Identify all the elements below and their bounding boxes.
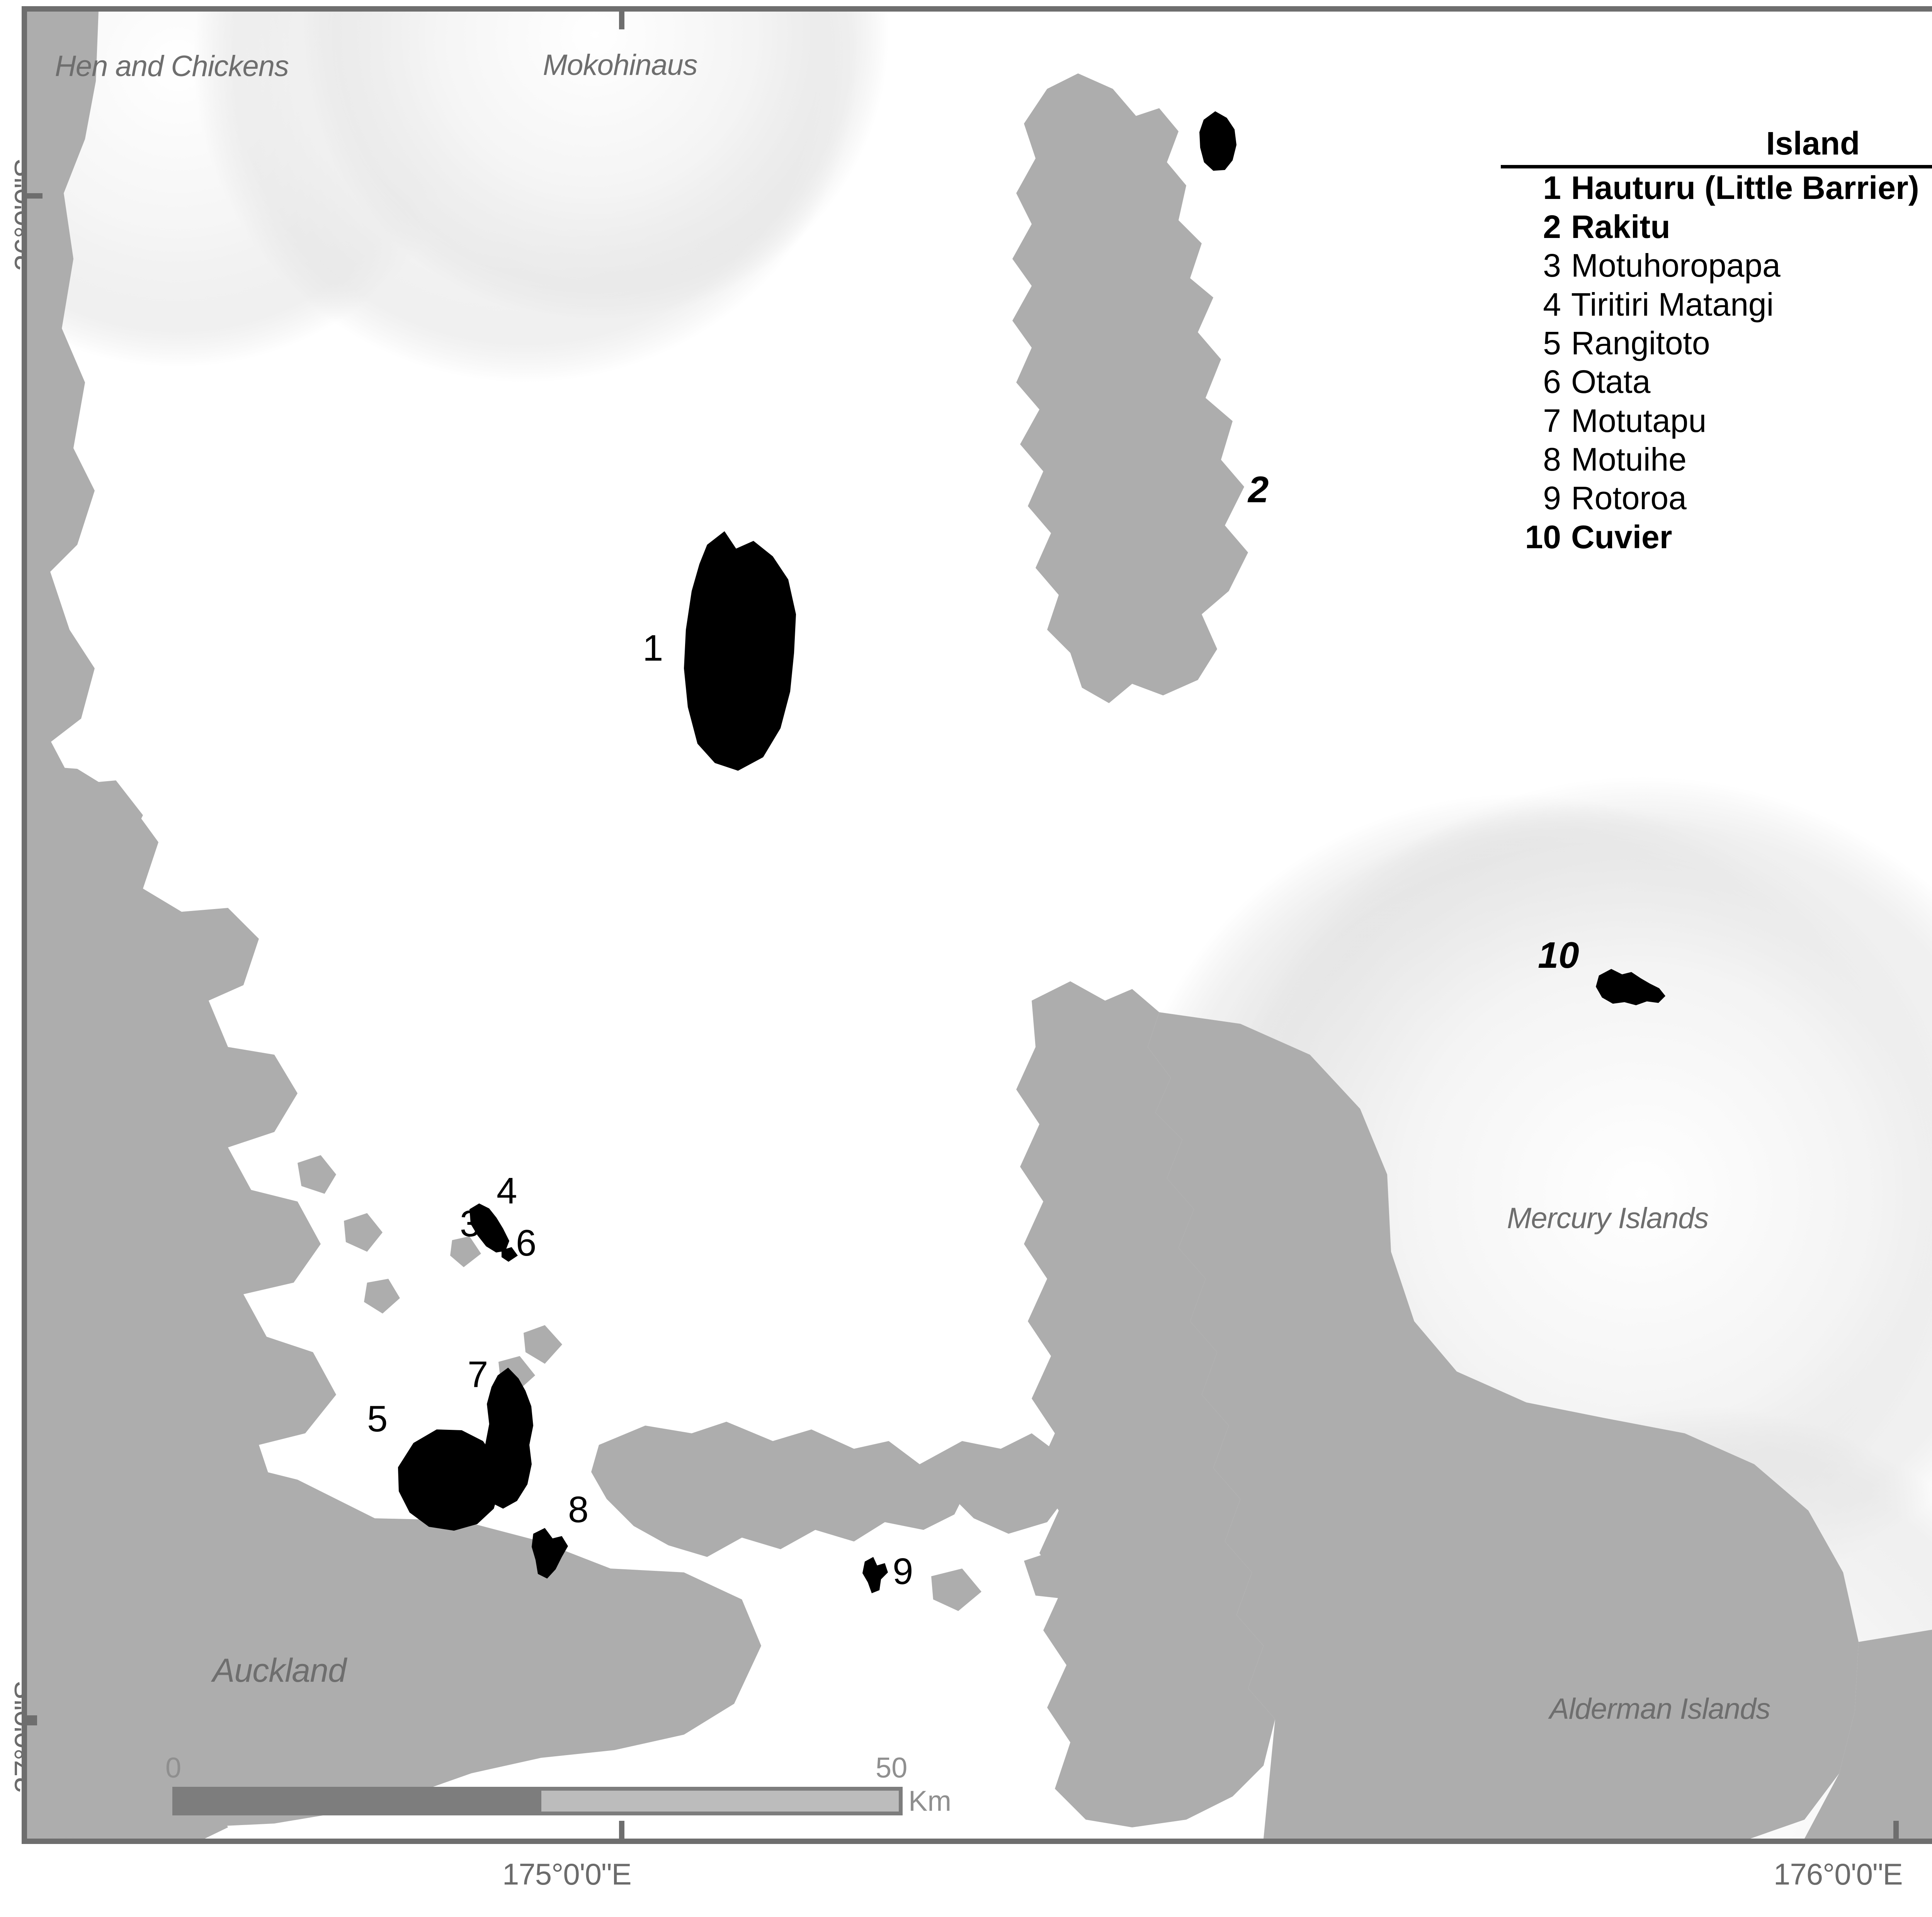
table-row[interactable]: 7Motutapu1558.652.01 xyxy=(1501,401,1932,440)
island-marker-10[interactable]: 10 xyxy=(1538,935,1579,976)
table-cell-rank: 1 xyxy=(1543,170,1561,206)
table-cell-rank: 9 xyxy=(1543,480,1561,517)
table-cell-rank: 5 xyxy=(1543,325,1561,361)
table-cell-island: Cuvier xyxy=(1571,518,1672,555)
table-cell-island: Rakitu xyxy=(1571,208,1670,245)
target-islands-layer xyxy=(398,111,1665,1593)
table-cell-rank: 2 xyxy=(1543,208,1561,245)
island-marker-9[interactable]: 9 xyxy=(893,1551,913,1592)
table-cell-island: Rotoroa xyxy=(1571,480,1687,517)
inner-islands-layer xyxy=(450,1236,1086,1611)
table-row[interactable]: 5Rangitoto2325.752.21 xyxy=(1501,324,1932,362)
graticule-tick-left-37s xyxy=(27,1715,37,1725)
graticule-tick-left-36s xyxy=(27,193,43,199)
table-cell-island: Tiritiri Matangi xyxy=(1571,286,1774,323)
scale-bar-segment-dark xyxy=(172,1787,537,1815)
table-header-row: Island Area (ha) Years since eradication… xyxy=(1501,48,1932,169)
place-label-auckland: Auckland xyxy=(213,1652,347,1689)
place-label-hen-and-chickens: Hen and Chickens xyxy=(55,50,289,83)
table-row[interactable]: 9Rotoroa89.2211.92 xyxy=(1501,479,1932,517)
landmass-layer xyxy=(27,12,1932,1839)
table-cell-rank: 7 xyxy=(1543,402,1561,439)
table-cell-rank: 8 xyxy=(1543,441,1561,478)
island-marker-6[interactable]: 6 xyxy=(516,1222,537,1264)
table-header-island: Island xyxy=(1501,48,1932,169)
island-marker-8[interactable]: 8 xyxy=(568,1489,589,1530)
map-canvas[interactable]: Hen and Chickens Mokohinaus Mercury Isla… xyxy=(27,12,1932,1839)
place-label-alderman-islands: Alderman Islands xyxy=(1549,1693,1770,1725)
table-cell-island: Motutapu xyxy=(1571,402,1707,439)
table-cell-island: Motuihe xyxy=(1571,441,1687,478)
scale-bar: 0 50 Km xyxy=(165,1752,951,1817)
table-row[interactable]: 8Motuihe180.591.98 xyxy=(1501,440,1932,479)
scale-bar-max: 50 xyxy=(876,1752,908,1784)
island-marker-5[interactable]: 5 xyxy=(367,1398,388,1439)
table-row[interactable]: 10Cuvier169.3241.49 xyxy=(1501,518,1932,556)
table-row[interactable]: 3Motuhoropapa8.6502.92 xyxy=(1501,246,1932,285)
scale-bar-unit: Km xyxy=(908,1785,951,1817)
graticule-tick-bottom-176e xyxy=(1893,1821,1899,1839)
table-cell-island: Otata xyxy=(1571,364,1651,400)
table-cell-island: Hauturu (Little Barrier) xyxy=(1571,170,1919,206)
island-marker-4[interactable]: 4 xyxy=(497,1170,517,1212)
table-row[interactable]: 2Rakitu312.302.97 xyxy=(1501,207,1932,246)
table-cell-rank: 4 xyxy=(1543,286,1561,323)
map-frame: Hen and Chickens Mokohinaus Mercury Isla… xyxy=(22,6,1932,1844)
scale-bar-segment-light xyxy=(537,1787,903,1815)
table-cell-rank: 10 xyxy=(1525,518,1561,555)
island-marker-7[interactable]: 7 xyxy=(468,1354,488,1395)
graticule-tick-top-175e xyxy=(619,12,624,29)
island-marker-2[interactable]: 2 xyxy=(1248,469,1269,510)
island-marker-3[interactable]: 3 xyxy=(460,1203,481,1244)
graticule-tick-bottom-175e xyxy=(619,1821,624,1839)
island-ranking-table-container: Island Area (ha) Years since eradication… xyxy=(1501,48,1932,556)
table-cell-island: Rangitoto xyxy=(1571,325,1710,361)
table-cell-rank: 3 xyxy=(1543,247,1561,284)
table-cell-island: Motuhoropapa xyxy=(1571,247,1781,284)
table-cell-rank: 6 xyxy=(1543,364,1561,400)
island-marker-1[interactable]: 1 xyxy=(643,627,663,669)
longitude-label-176e: 176°0'0"E xyxy=(1774,1857,1903,1891)
place-label-mokohinaus: Mokohinaus xyxy=(543,49,698,82)
longitude-label-175e: 175°0'0"E xyxy=(502,1857,632,1891)
island-ranking-table: Island Area (ha) Years since eradication… xyxy=(1501,48,1932,556)
place-label-mercury-islands: Mercury Islands xyxy=(1507,1202,1709,1235)
table-row[interactable]: 6Otata15122.02 xyxy=(1501,362,1932,401)
scale-bar-min: 0 xyxy=(165,1752,182,1784)
